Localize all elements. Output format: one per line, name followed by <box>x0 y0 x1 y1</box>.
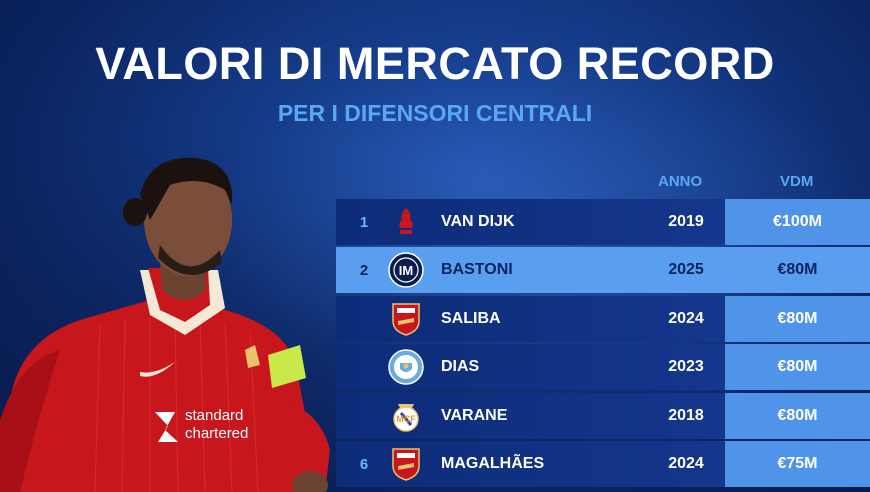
value-cell-background <box>725 441 870 487</box>
nike-icon <box>140 362 175 377</box>
page-title: VALORI DI MERCATO RECORD <box>95 38 775 89</box>
sponsor-logo-icon <box>155 412 178 442</box>
sponsor-text: standard <box>185 407 243 424</box>
player-name: VARANE <box>441 407 508 424</box>
real-madrid-crest-icon: MCF <box>388 398 424 434</box>
svg-text:chartered: chartered <box>185 425 248 442</box>
value-cell-background <box>725 296 870 342</box>
year-value: 2024 <box>668 455 704 472</box>
market-value: €80M <box>777 261 818 278</box>
year-value: 2023 <box>668 358 704 375</box>
market-value: €100M <box>773 213 822 230</box>
value-cell-background <box>725 393 870 439</box>
value-cell-background <box>725 199 870 245</box>
page-subtitle: PER I DIFENSORI CENTRALI <box>277 100 593 126</box>
arsenal-crest-icon <box>388 301 424 337</box>
market-value: €80M <box>777 358 818 375</box>
table-row: 6 MAGALHÃES 2024 €75M <box>336 441 870 487</box>
table-row: 1 VAN DIJK 2019 €100M <box>336 199 870 245</box>
table-row: MCF VARANE 2018 €80M <box>336 393 870 439</box>
rank-label: 2 <box>359 261 369 279</box>
year-value: 2024 <box>668 310 704 327</box>
manchester-city-crest-icon <box>388 349 424 385</box>
market-value: €80M <box>777 407 818 424</box>
arsenal-crest-icon <box>388 446 424 482</box>
liverpool-crest-icon <box>388 204 424 240</box>
table-row: SALIBA 2024 €80M <box>336 296 870 342</box>
player-name: BASTONI <box>441 261 513 278</box>
player-name: VAN DIJK <box>441 213 515 230</box>
table-row: DIAS 2023 €80M <box>336 344 870 390</box>
market-value: €80M <box>777 310 818 327</box>
rank-label: 1 <box>359 213 369 231</box>
player-name: DIAS <box>441 358 480 375</box>
table-row: 2 IM BASTONI 2025 €80M <box>336 247 870 293</box>
value-cell-background <box>725 344 870 390</box>
player-name: MAGALHÃES <box>441 455 545 472</box>
column-header-value: VDM <box>780 173 814 190</box>
year-value: 2019 <box>668 213 704 230</box>
year-value: 2018 <box>668 407 704 424</box>
player-image: standard chartered <box>0 157 330 492</box>
inter-crest-icon: IM <box>388 252 424 288</box>
player-name: SALIBA <box>441 310 501 327</box>
column-header-year: ANNO <box>658 173 703 190</box>
year-value: 2025 <box>668 261 704 278</box>
svg-text:MCF: MCF <box>396 414 416 424</box>
svg-text:IM: IM <box>399 263 413 278</box>
rank-label: 6 <box>359 455 369 473</box>
value-cell-background <box>725 247 870 293</box>
market-value: €75M <box>777 455 818 472</box>
lfc-crest-icon <box>245 345 260 368</box>
